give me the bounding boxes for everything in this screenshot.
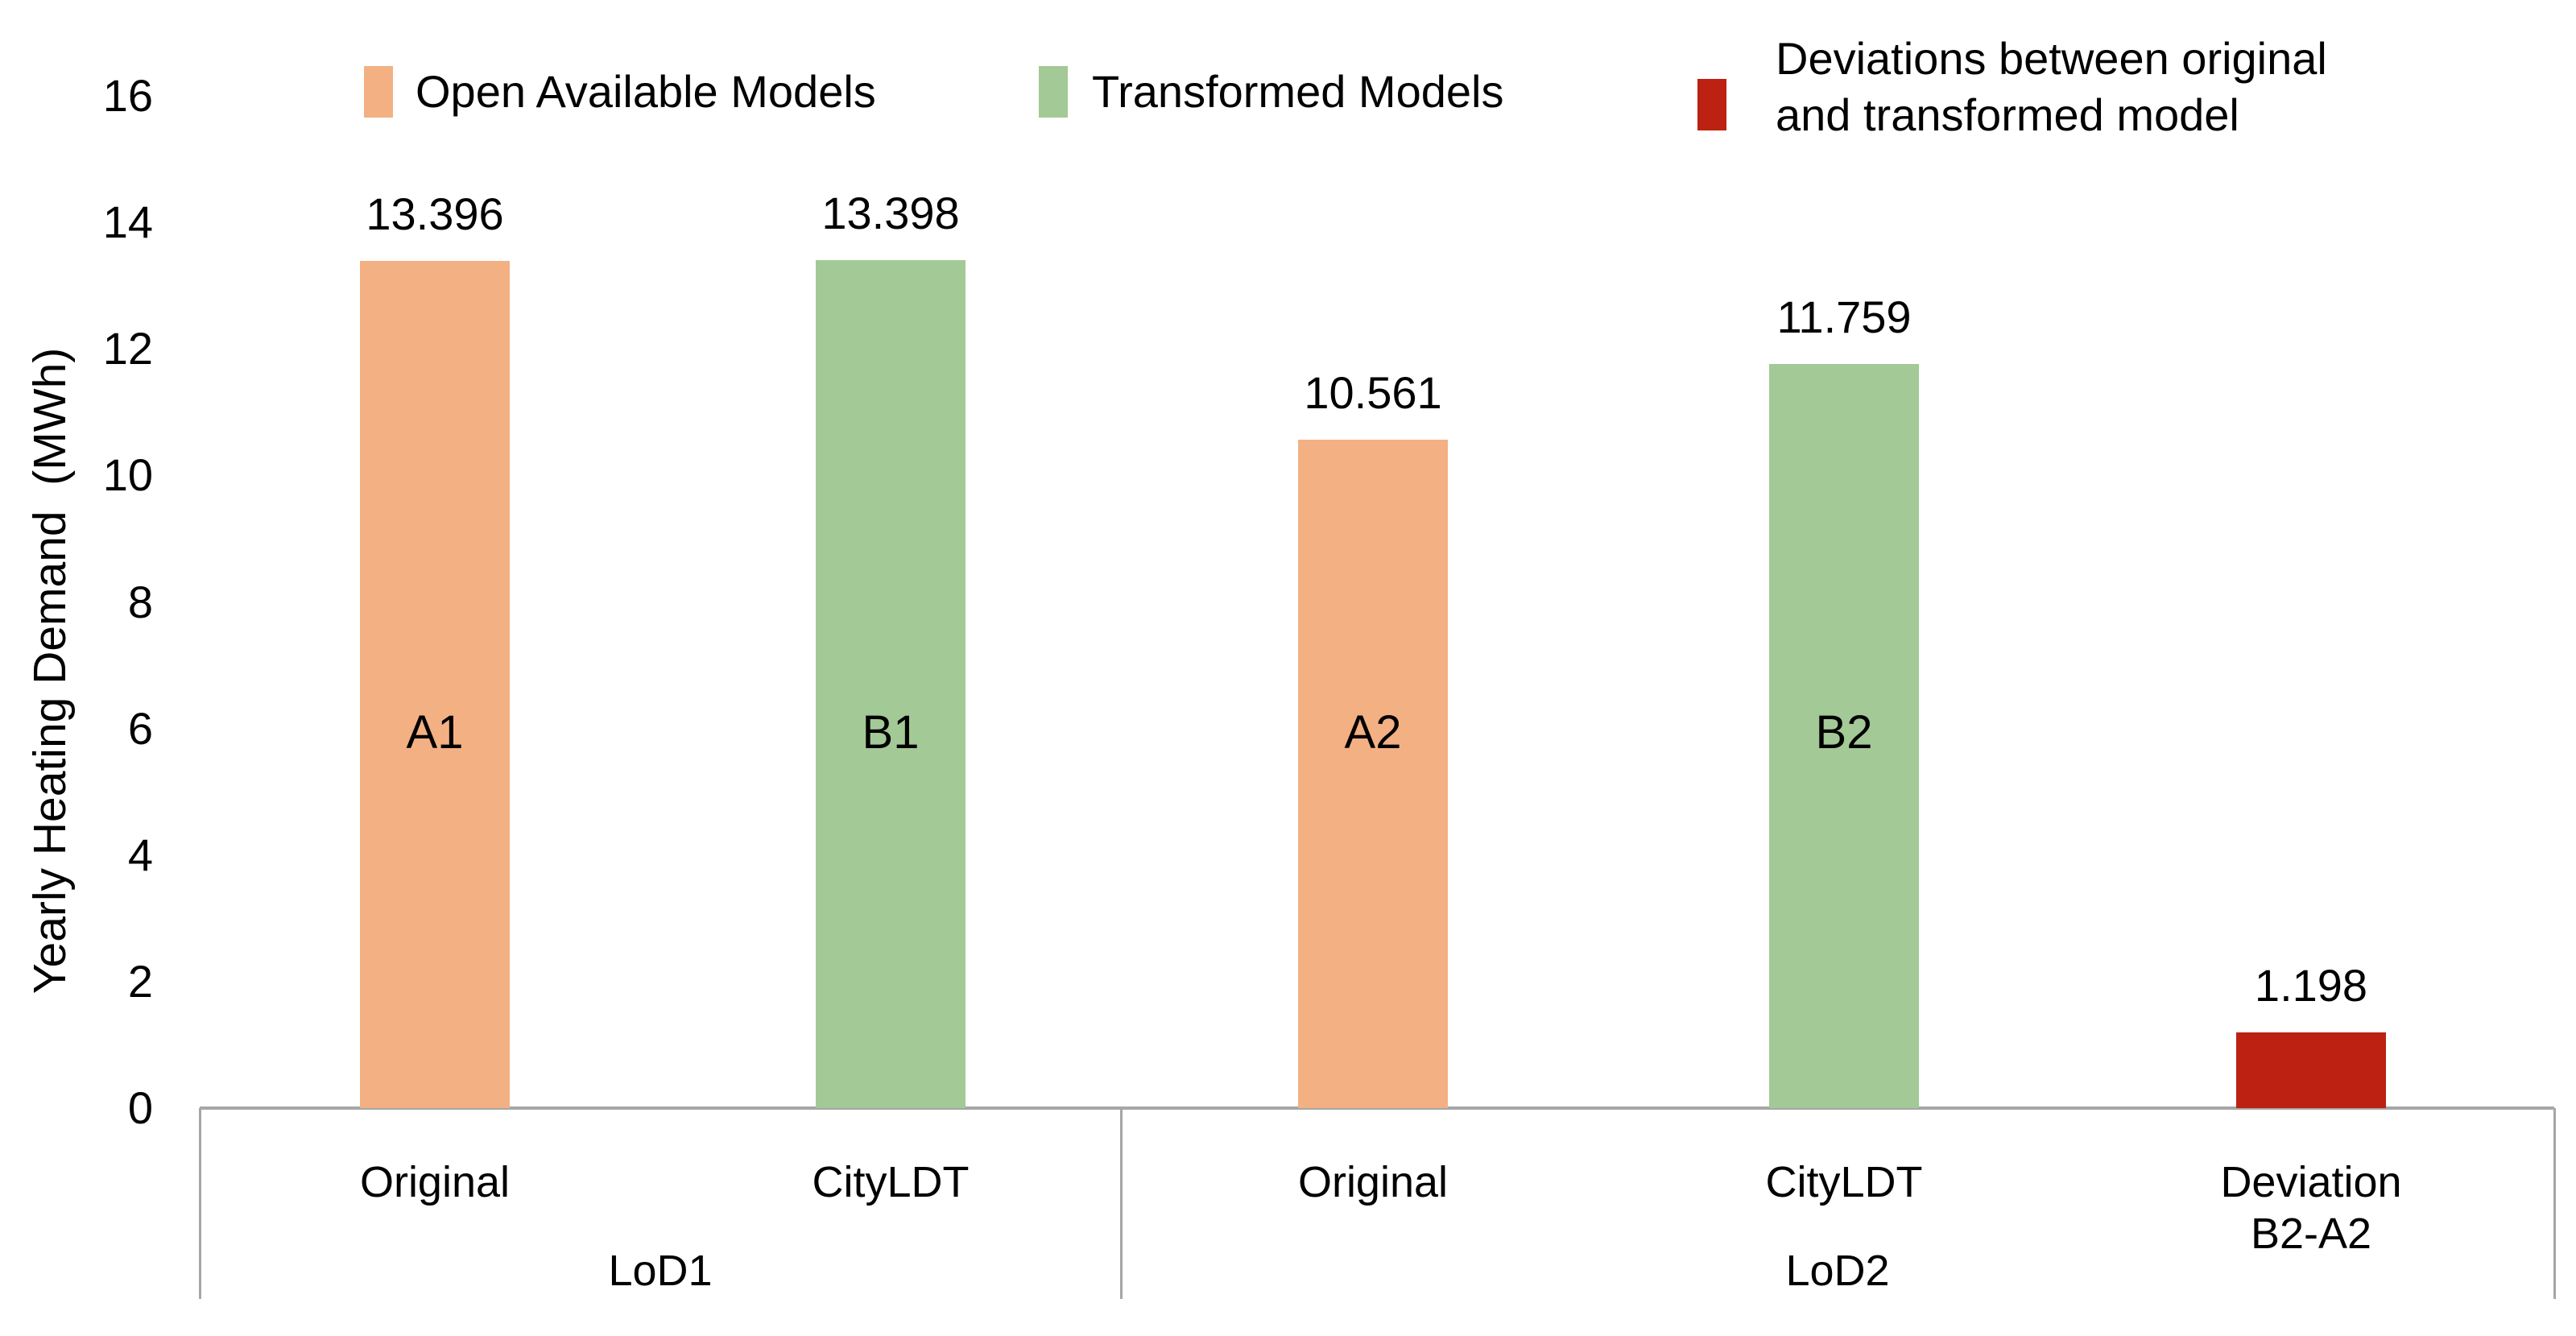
bar-a2 — [1298, 440, 1448, 1108]
y-tick-label-12: 12 — [102, 323, 153, 374]
bar-name-label-a2: A2 — [1344, 706, 1402, 759]
legend-swatch-open-available-models — [364, 66, 393, 118]
y-tick-label-4: 4 — [127, 829, 153, 880]
value-label-a2: 10.561 — [1304, 367, 1442, 418]
value-label-a1: 13.396 — [366, 188, 504, 239]
y-tick-label-8: 8 — [127, 576, 153, 627]
y-tick-label-6: 6 — [127, 702, 153, 754]
bar-b1 — [816, 260, 965, 1108]
category-label-b1: CityLDT — [812, 1158, 970, 1206]
bar-name-label-a1: A1 — [406, 706, 464, 759]
x-axis-line — [200, 1106, 2554, 1110]
legend-swatch-deviations — [1697, 79, 1726, 130]
category-label-deviation-b2-a2: Deviation B2-A2 — [2220, 1158, 2402, 1258]
value-label-deviation-b2-a2: 1.198 — [2254, 960, 2368, 1011]
category-box-right-border — [2553, 1108, 2556, 1299]
bar-deviation-b2-a2 — [2236, 1032, 2386, 1108]
legend-label-transformed-models: Transformed Models — [1092, 66, 1504, 117]
group-label-lod1: LoD1 — [608, 1247, 713, 1295]
bar-b2 — [1769, 364, 1919, 1108]
y-tick-label-14: 14 — [102, 196, 153, 248]
value-label-b1: 13.398 — [821, 188, 960, 238]
category-label-b2: CityLDT — [1765, 1158, 1923, 1206]
category-label-a2: Original — [1297, 1158, 1449, 1206]
category-box-left-border — [199, 1108, 201, 1299]
bar-name-label-b1: B1 — [862, 706, 920, 759]
group-label-lod2: LoD2 — [1785, 1247, 1890, 1295]
value-label-b2: 11.759 — [1776, 292, 1912, 342]
chart-legend: Open Available Models Transformed Models… — [0, 0, 2576, 161]
y-tick-label-10: 10 — [102, 449, 153, 501]
bar-name-label-b2: B2 — [1815, 706, 1873, 759]
y-tick-label-2: 2 — [127, 955, 153, 1007]
bar-a1 — [360, 261, 510, 1108]
legend-label-deviations: Deviations between original and transfor… — [1776, 33, 2327, 140]
y-tick-label-0: 0 — [127, 1082, 153, 1133]
legend-label-open-available-models: Open Available Models — [416, 66, 876, 117]
category-label-a1: Original — [359, 1158, 511, 1206]
legend-swatch-transformed-models — [1039, 66, 1068, 118]
y-tick-label-16: 16 — [102, 70, 153, 121]
category-box-section-divider — [1120, 1108, 1123, 1299]
